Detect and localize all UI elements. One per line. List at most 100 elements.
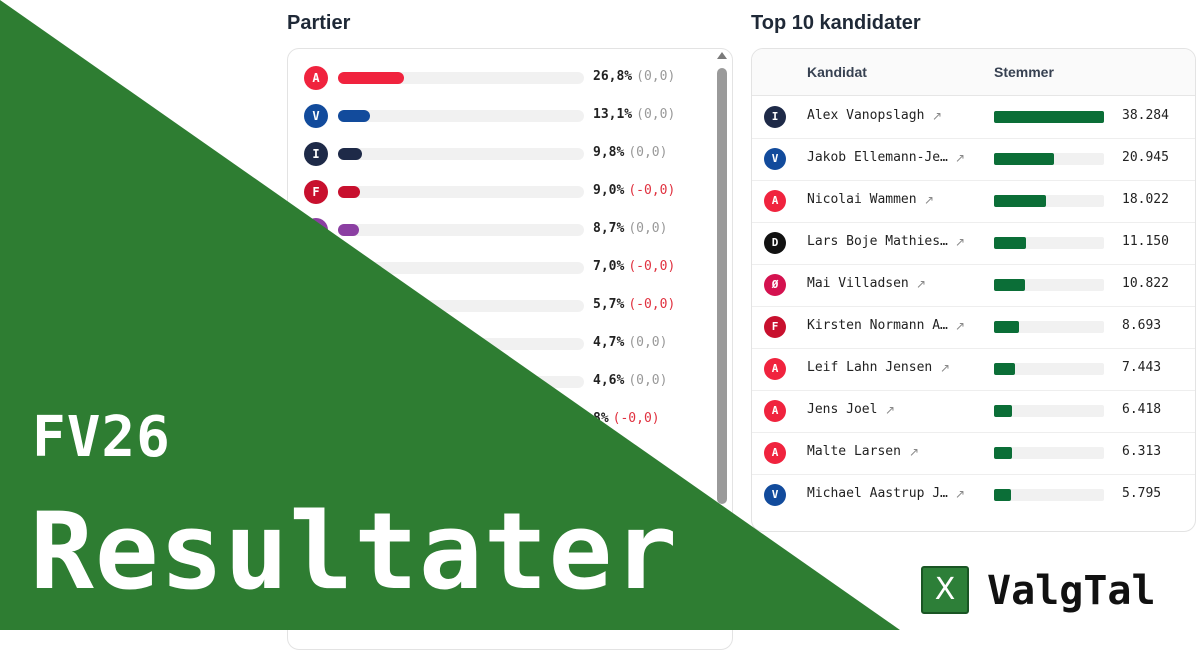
candidate-party-badge: V [764, 148, 786, 170]
party-change: (-0,0) [628, 297, 676, 312]
votes-bar [994, 195, 1046, 207]
candidate-votes: 18.022 [1122, 192, 1169, 207]
party-row[interactable]: A 26,8% (0,0) [304, 66, 704, 90]
column-header-votes: Stemmer [994, 64, 1054, 80]
party-bar-track [338, 148, 584, 160]
candidate-name-link[interactable]: Jakob Ellemann-Je… [807, 150, 948, 165]
candidate-name-link[interactable]: Nicolai Wammen [807, 192, 917, 207]
party-bar [338, 110, 370, 122]
party-bar [338, 186, 360, 198]
party-bar [338, 452, 352, 464]
party-bar [338, 300, 352, 312]
party-row[interactable]: 5,7% (-0,0) [304, 294, 704, 318]
party-badge: F [304, 180, 328, 204]
table-row[interactable]: V Michael Aastrup J… ↗ 5.795 [752, 474, 1195, 516]
external-link-icon[interactable]: ↗ [940, 361, 951, 375]
candidate-name-link[interactable]: Leif Lahn Jensen [807, 360, 933, 375]
logo-x-icon: X [921, 566, 969, 614]
table-row[interactable]: A Jens Joel ↗ 6.418 [752, 390, 1195, 433]
party-row[interactable]: F 9,0% (-0,0) [304, 180, 704, 204]
party-percentage-value: 9,0% [593, 183, 625, 198]
party-change: (-0,0) [628, 183, 676, 198]
external-link-icon[interactable]: ↗ [924, 193, 935, 207]
party-percentage: 26,8% (0,0) [593, 69, 675, 84]
promo-subtitle: FV26 [32, 405, 171, 470]
party-change: (0,0) [628, 373, 668, 388]
party-badge [304, 446, 328, 470]
party-row[interactable]: V 13,1% (0,0) [304, 104, 704, 128]
candidate-votes: 7.443 [1122, 360, 1162, 375]
parties-scrollbar[interactable] [716, 52, 728, 630]
party-row[interactable]: 0) [304, 446, 704, 470]
votes-bar-track [994, 321, 1104, 333]
table-row[interactable]: F Kirsten Normann A… ↗ 8.693 [752, 306, 1195, 349]
table-row[interactable]: A Leif Lahn Jensen ↗ 7.443 [752, 348, 1195, 391]
party-percentage-value: 7,0% [593, 259, 625, 274]
votes-bar-track [994, 111, 1104, 123]
table-row[interactable]: A Malte Larsen ↗ 6.313 [752, 432, 1195, 475]
candidate-party-badge: A [764, 358, 786, 380]
party-bar-track [338, 338, 584, 350]
party-change: 0) [597, 449, 613, 464]
external-link-icon[interactable]: ↗ [955, 319, 966, 333]
party-row[interactable]: 4,7% (0,0) [304, 332, 704, 356]
candidate-name-link[interactable]: Malte Larsen [807, 444, 901, 459]
candidate-name-link[interactable]: Kirsten Normann A… [807, 318, 948, 333]
party-bar-track [338, 186, 584, 198]
scroll-thumb[interactable] [717, 68, 727, 504]
votes-bar-track [994, 405, 1104, 417]
table-row[interactable]: V Jakob Ellemann-Je… ↗ 20.945 [752, 138, 1195, 181]
votes-bar [994, 447, 1012, 459]
column-header-candidate: Kandidat [807, 64, 867, 80]
votes-bar [994, 489, 1011, 501]
candidate-name-link[interactable]: Jens Joel [807, 402, 878, 417]
party-row[interactable]: 7,0% (-0,0) [304, 256, 704, 280]
party-row[interactable]: 8% (-0,0) [304, 408, 704, 432]
party-badge: V [304, 104, 328, 128]
external-link-icon[interactable]: ↗ [916, 277, 927, 291]
party-percentage: 7,0% (-0,0) [593, 259, 675, 274]
party-percentage-value: 4,7% [593, 335, 625, 350]
party-bar [338, 262, 355, 274]
table-row[interactable]: Ø Mai Villadsen ↗ 10.822 [752, 264, 1195, 307]
candidate-party-badge: I [764, 106, 786, 128]
party-percentage-value: 5,7% [593, 297, 625, 312]
party-bar-track [338, 262, 584, 274]
party-bar-track [338, 72, 584, 84]
table-row[interactable]: D Lars Boje Mathies… ↗ 11.150 [752, 222, 1195, 265]
candidate-votes: 11.150 [1122, 234, 1169, 249]
candidate-votes: 10.822 [1122, 276, 1169, 291]
external-link-icon[interactable]: ↗ [909, 445, 920, 459]
party-row[interactable]: I 9,8% (0,0) [304, 142, 704, 166]
candidate-votes: 38.284 [1122, 108, 1169, 123]
external-link-icon[interactable]: ↗ [932, 109, 943, 123]
promo-title: Resultater [30, 490, 679, 613]
external-link-icon[interactable]: ↗ [955, 487, 966, 501]
party-row[interactable]: 8,7% (0,0) [304, 218, 704, 242]
parties-title: Partier [287, 12, 351, 34]
external-link-icon[interactable]: ↗ [955, 151, 966, 165]
party-badge [304, 332, 328, 356]
party-percentage: 9,8% (0,0) [593, 145, 667, 160]
party-percentage-value: 13,1% [593, 107, 633, 122]
party-percentage: 5,7% (-0,0) [593, 297, 675, 312]
candidate-party-badge: Ø [764, 274, 786, 296]
party-bar [338, 414, 352, 426]
candidate-name-link[interactable]: Mai Villadsen [807, 276, 909, 291]
party-change: (-0,0) [612, 411, 660, 426]
external-link-icon[interactable]: ↗ [885, 403, 896, 417]
candidate-name-link[interactable]: Michael Aastrup J… [807, 486, 948, 501]
party-bar [338, 224, 359, 236]
external-link-icon[interactable]: ↗ [955, 235, 966, 249]
party-badge [304, 256, 328, 280]
table-row[interactable]: A Nicolai Wammen ↗ 18.022 [752, 180, 1195, 223]
party-percentage-value: 8,7% [593, 221, 625, 236]
candidate-party-badge: A [764, 400, 786, 422]
table-row[interactable]: I Alex Vanopslagh ↗ 38.284 [752, 96, 1195, 139]
candidate-name-link[interactable]: Lars Boje Mathies… [807, 234, 948, 249]
votes-bar-track [994, 447, 1104, 459]
scroll-up-arrow-icon[interactable] [717, 52, 727, 59]
party-change: (-0,0) [628, 259, 676, 274]
party-bar [338, 148, 362, 160]
party-row[interactable]: 4,6% (0,0) [304, 370, 704, 394]
